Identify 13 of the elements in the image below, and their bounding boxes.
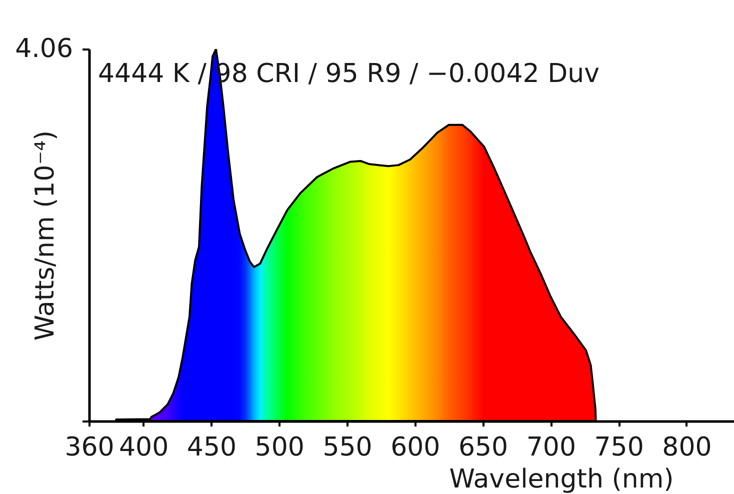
x-tick-label: 450: [186, 432, 237, 462]
x-tick-label: 800: [662, 432, 712, 462]
x-tick-label: 600: [390, 432, 440, 462]
y-axis-title: Watts/nm (10⁻⁴): [30, 130, 60, 341]
x-tick-label: 550: [322, 432, 372, 462]
text: 4.06: [15, 34, 73, 64]
x-tick-label: 400: [118, 432, 169, 462]
x-tick-label: 750: [594, 432, 644, 462]
x-tick-label: 650: [458, 432, 508, 462]
x-tick-label: 500: [254, 432, 304, 462]
x-tick-label: 360: [64, 432, 114, 462]
x-tick-label: 700: [526, 432, 576, 462]
x-axis-title: Wavelength (nm): [449, 464, 674, 494]
